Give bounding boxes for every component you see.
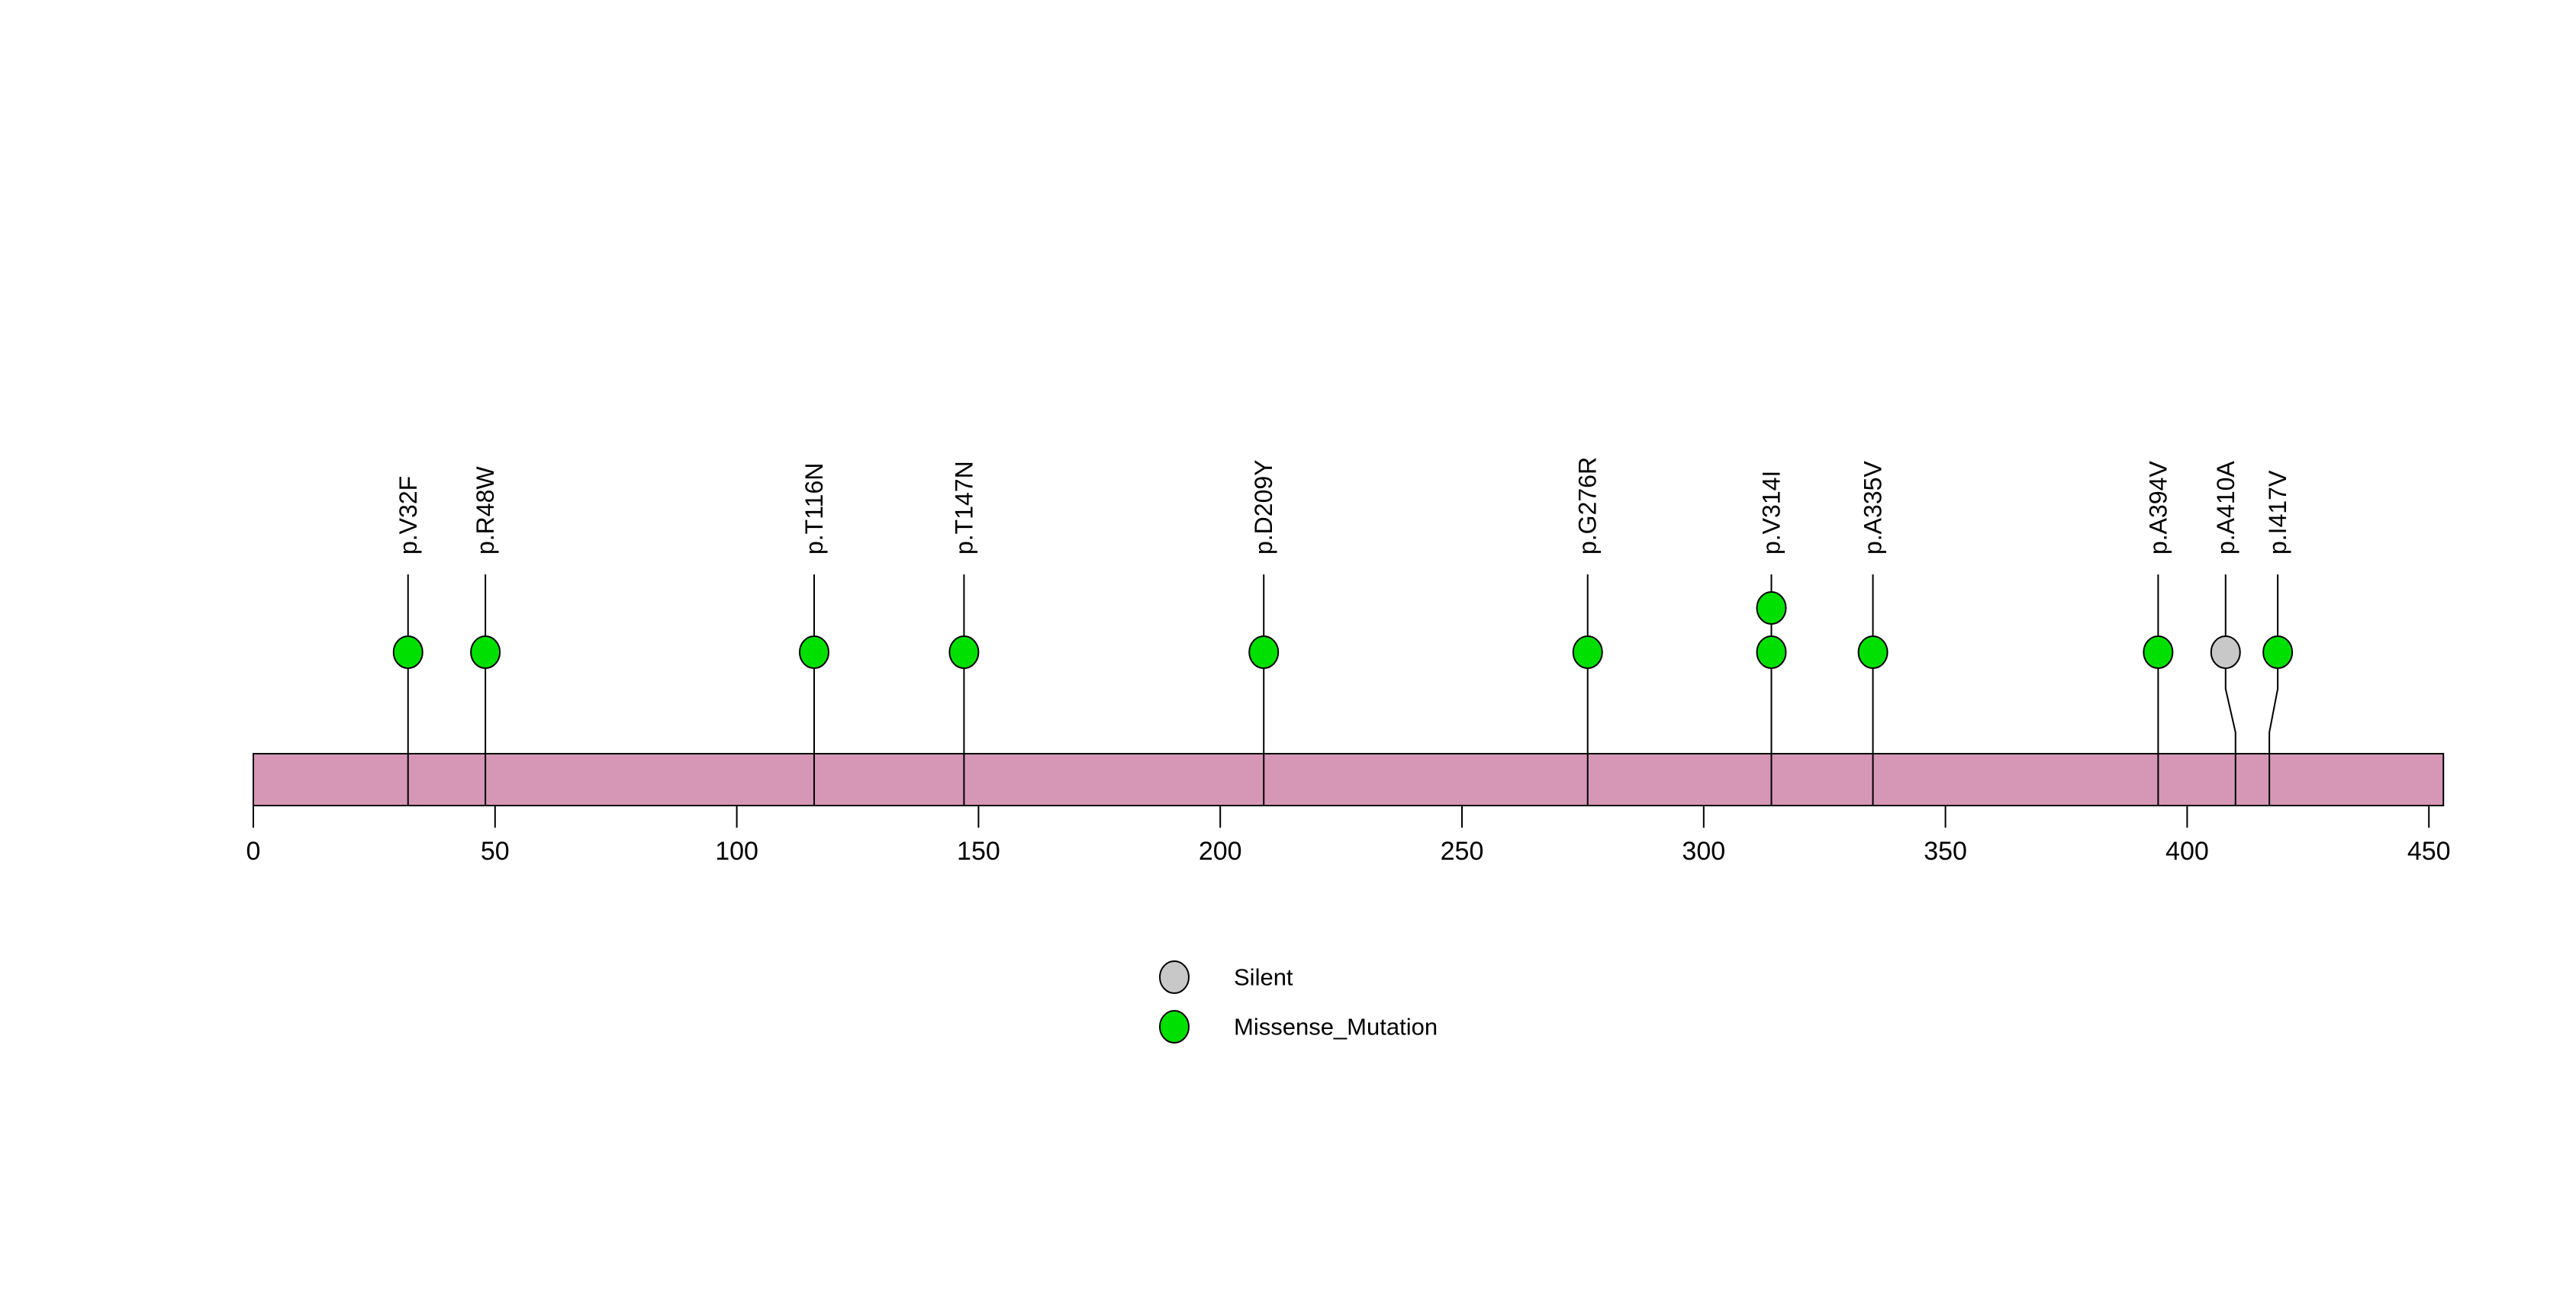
mutation-circle-p.V32F [392, 635, 423, 669]
mutation-circle-p.A335V [1857, 635, 1889, 669]
axis-tick-label-400: 400 [2165, 837, 2209, 866]
lollipop-stick-p.A410A [2224, 574, 2236, 806]
axis-tick-label-450: 450 [2407, 837, 2451, 866]
mutation-label-p.G276R: p.G276R [1574, 457, 1602, 555]
legend-swatch-silent [1159, 960, 1190, 994]
lollipop-stick-p.I417V [2268, 574, 2279, 806]
mutation-circle-p.T116N [798, 635, 829, 669]
mutation-label-p.V32F: p.V32F [394, 476, 422, 555]
mutation-label-p.D209Y: p.D209Y [1250, 459, 1277, 555]
mutation-circle-p.T147N [948, 635, 980, 669]
mutation-circle-p.I417V [2262, 635, 2294, 669]
axis-tick-label-250: 250 [1441, 837, 1484, 866]
legend-label-missense_mutation: Missense_Mutation [1234, 1014, 1438, 1041]
mutation-label-p.A335V: p.A335V [1860, 461, 1887, 555]
mutation-label-p.A410A: p.A410A [2212, 461, 2240, 555]
mutation-circle-p.A410A [2210, 635, 2241, 669]
axis-tick-label-200: 200 [1199, 837, 1242, 866]
mutation-label-p.V314I: p.V314I [1758, 471, 1785, 555]
mutation-circle-p.V314I-2 [1756, 591, 1787, 625]
axis-tick-label-300: 300 [1682, 837, 1725, 866]
mutation-label-p.A394V: p.A394V [2144, 461, 2172, 555]
mutation-circle-p.G276R [1572, 635, 1603, 669]
axis-tick-label-100: 100 [715, 837, 758, 866]
mutation-label-p.T116N: p.T116N [800, 463, 828, 555]
mutation-circle-p.V314I-1 [1756, 635, 1787, 669]
mutation-label-p.T147N: p.T147N [950, 461, 977, 555]
legend-label-silent: Silent [1234, 964, 1293, 991]
axis-tick-label-150: 150 [957, 837, 1000, 866]
axis-tick-label-50: 50 [481, 837, 510, 866]
mutation-label-p.I417V: p.I417V [2264, 470, 2291, 555]
mutation-label-p.R48W: p.R48W [472, 466, 499, 555]
mutation-circle-p.A394V [2143, 635, 2174, 669]
axis-tick-label-0: 0 [246, 837, 261, 866]
legend-swatch-missense_mutation [1159, 1010, 1190, 1044]
mutation-circle-p.R48W [470, 635, 501, 669]
gene-body-bar [253, 753, 2445, 806]
mutation-circle-p.D209Y [1248, 635, 1280, 669]
axis-tick-label-350: 350 [1924, 837, 1967, 866]
